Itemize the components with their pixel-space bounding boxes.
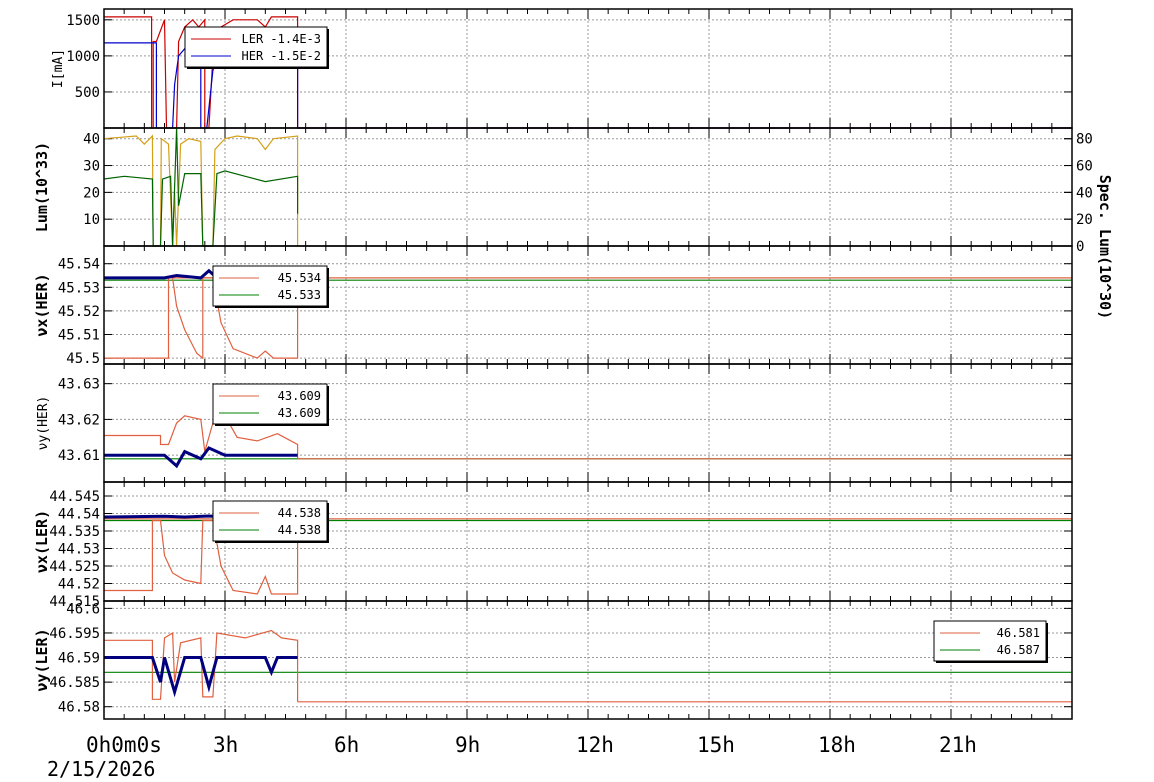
legend-entry: 43.609 xyxy=(278,389,321,403)
y-axis-title: Lum(10^33) xyxy=(33,142,51,232)
y-tick-label: 20 xyxy=(83,185,100,201)
x-tick-label: 21h xyxy=(939,733,977,757)
series-nuy_ler-meas_blue xyxy=(104,656,298,698)
legend-nux_her: 45.534 45.533 xyxy=(212,265,329,308)
y-tick-label: 43.62 xyxy=(58,412,100,428)
x-tick-label: 0h0m0s xyxy=(86,733,162,757)
y-tick-label: 43.63 xyxy=(58,377,100,393)
legend-nuy_ler: 46.581 46.587 xyxy=(933,620,1048,663)
legend-box xyxy=(933,620,1047,662)
x-tick-label: 12h xyxy=(576,733,614,757)
legend-entry: 46.581 xyxy=(997,626,1040,640)
x-tick-label: 9h xyxy=(455,733,480,757)
y-tick-label-right: 80 xyxy=(1076,132,1093,148)
y-tick-label: 30 xyxy=(83,159,100,175)
y-tick-label: 45.51 xyxy=(58,328,100,344)
legend-entry: 45.534 xyxy=(278,271,321,285)
legend-entry: HER -1.5E-2 xyxy=(242,49,321,63)
x-tick-label: 18h xyxy=(818,733,856,757)
legend-current: LER -1.4E-3 HER -1.5E-2 xyxy=(184,26,329,69)
y-tick-label: 1000 xyxy=(66,49,100,65)
y-tick-label: 44.52 xyxy=(58,577,100,593)
y-tick-label: 40 xyxy=(83,132,100,148)
y-axis-title: I[mA] xyxy=(51,49,66,88)
y-tick-label: 44.515 xyxy=(49,594,100,610)
x-tick-label: 15h xyxy=(697,733,735,757)
legend-box xyxy=(184,26,328,68)
y-tick-label: 44.535 xyxy=(49,524,100,540)
y-axis-title: νy(HER) xyxy=(36,396,51,451)
y-tick-label: 44.53 xyxy=(58,542,100,558)
y-tick-label: 1500 xyxy=(66,13,100,29)
legend-box xyxy=(212,383,328,425)
y-tick-label: 46.6 xyxy=(66,601,100,617)
panel-frame xyxy=(103,600,1073,720)
series-nuy_her-meas_blue xyxy=(104,446,298,469)
legend-box xyxy=(212,265,328,307)
y-tick-label: 43.61 xyxy=(58,448,100,464)
legend-box xyxy=(212,500,328,542)
y-tick-label: 46.59 xyxy=(58,651,100,667)
panel-nuy_her: 43.61 43.62 43.63 νy(HER) 43.609 43.609 xyxy=(36,363,1073,483)
y-tick-label-right: 40 xyxy=(1076,185,1093,201)
series-nux_ler-set_red xyxy=(104,519,299,595)
y-tick-label: 46.585 xyxy=(49,675,100,691)
legend-entry: 44.538 xyxy=(278,523,321,537)
legend-nux_ler: 44.538 44.538 xyxy=(212,500,329,543)
y-tick-label: 44.545 xyxy=(49,489,100,505)
legend-entry: 46.587 xyxy=(997,643,1040,657)
y-tick-label: 46.58 xyxy=(58,700,100,716)
y-tick-label-right: 60 xyxy=(1076,159,1093,175)
x-tick-label: 6h xyxy=(334,733,359,757)
y-tick-label: 46.595 xyxy=(49,626,100,642)
y-tick-label: 45.52 xyxy=(58,304,100,320)
legend-entry: 43.609 xyxy=(278,406,321,420)
y-axis-title: νy(LER) xyxy=(33,628,51,691)
x-tick-label: 3h xyxy=(213,733,238,757)
y-axis-title: νx(LER) xyxy=(33,510,51,573)
series-nuy_ler-set_red xyxy=(104,629,299,702)
y-axis-title: νx(HER) xyxy=(33,273,51,336)
panel-current: 500 1000 1500 I[mA] LER -1.4E-3 HER -1.5E-2 xyxy=(51,8,1073,129)
y-tick-label: 44.525 xyxy=(49,559,100,575)
y-tick-label-right: 20 xyxy=(1076,212,1093,228)
date-label: 2/15/2026 xyxy=(47,757,155,781)
legend-entry: 44.538 xyxy=(278,506,321,520)
y-axis-title-right: Spec. Lum(10^30) xyxy=(1096,175,1114,320)
legend-entry: 45.533 xyxy=(278,288,321,302)
y-tick-label: 500 xyxy=(75,85,100,101)
panel-luminosity: 10 20 30 40 0 20 40 60 80 Lum(10^33) Spec. Lum(10^… xyxy=(33,127,1114,320)
legend-entry: LER -1.4E-3 xyxy=(242,32,321,46)
y-tick-label: 45.54 xyxy=(58,257,100,273)
y-tick-label: 45.53 xyxy=(58,280,100,296)
y-tick-label-right: 0 xyxy=(1076,239,1084,255)
y-tick-label: 10 xyxy=(83,212,100,228)
legend-nuy_her: 43.609 43.609 xyxy=(212,383,329,426)
y-tick-label: 45.5 xyxy=(66,351,100,367)
y-tick-label: 44.54 xyxy=(58,507,100,523)
